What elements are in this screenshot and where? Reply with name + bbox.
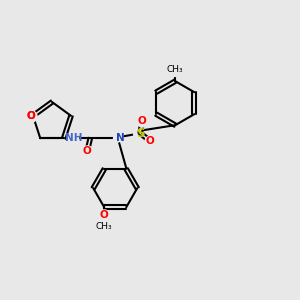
Text: O: O [27, 111, 35, 121]
Text: S: S [136, 127, 145, 140]
Text: N: N [116, 133, 124, 143]
Text: O: O [138, 116, 147, 126]
Text: O: O [83, 146, 92, 156]
Text: O: O [146, 136, 154, 146]
Text: O: O [100, 210, 109, 220]
Text: O: O [27, 111, 35, 121]
Text: CH₃: CH₃ [167, 65, 184, 74]
Text: NH: NH [65, 133, 83, 143]
Text: CH₃: CH₃ [96, 222, 112, 231]
